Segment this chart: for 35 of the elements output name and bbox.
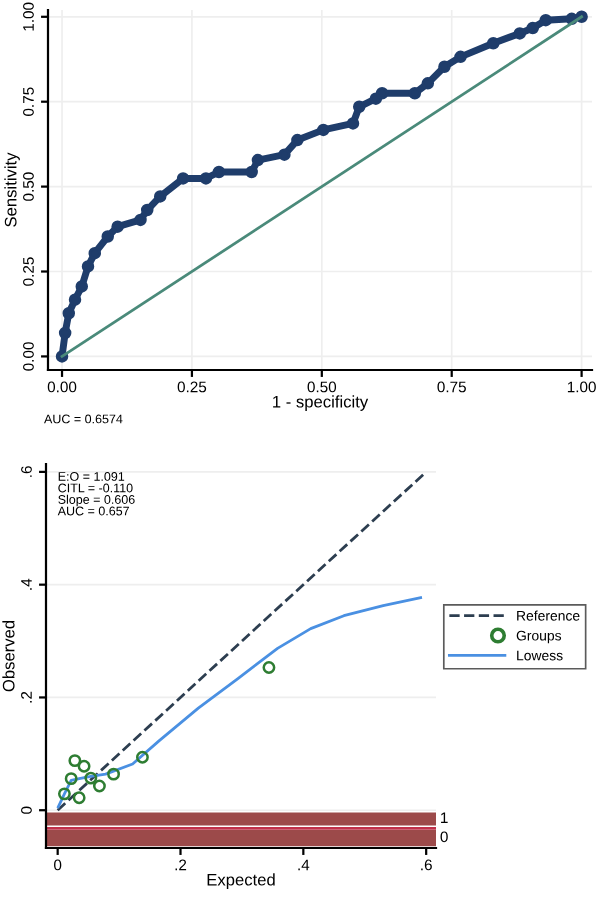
point bbox=[245, 165, 258, 179]
point bbox=[81, 260, 95, 273]
point bbox=[212, 165, 226, 179]
point bbox=[375, 86, 389, 100]
point bbox=[438, 60, 451, 73]
point bbox=[199, 172, 213, 185]
point bbox=[153, 190, 167, 203]
point bbox=[291, 133, 304, 147]
point bbox=[352, 100, 366, 114]
point bbox=[134, 213, 147, 227]
point bbox=[278, 148, 291, 161]
point bbox=[346, 117, 360, 130]
point bbox=[88, 246, 102, 260]
line-series bbox=[56, 596, 423, 809]
point bbox=[101, 230, 114, 243]
point bbox=[140, 203, 154, 217]
y-axis-title: Sensitivity bbox=[4, 152, 20, 227]
point bbox=[539, 13, 553, 27]
y-axis-title: Observed bbox=[2, 620, 15, 692]
point bbox=[526, 21, 540, 35]
point bbox=[62, 307, 76, 320]
point bbox=[58, 326, 72, 340]
point bbox=[408, 86, 422, 100]
point bbox=[251, 153, 265, 167]
point bbox=[487, 37, 500, 50]
x-axis-title: Expected bbox=[207, 873, 275, 889]
point bbox=[513, 27, 527, 40]
point bbox=[317, 123, 330, 137]
point bbox=[111, 220, 124, 233]
point bbox=[176, 172, 190, 185]
point bbox=[421, 77, 435, 90]
point bbox=[68, 293, 82, 306]
x-axis-title: 1 - specificity bbox=[273, 395, 369, 411]
point bbox=[75, 280, 89, 293]
point bbox=[454, 50, 467, 64]
